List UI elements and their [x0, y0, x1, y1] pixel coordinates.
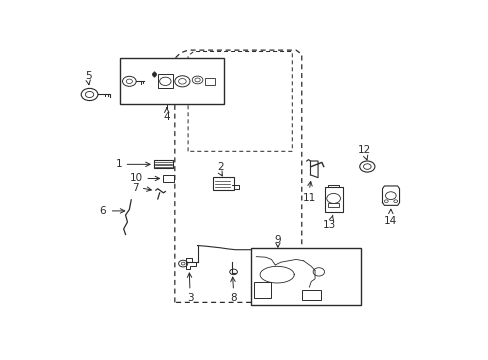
- Text: 13: 13: [322, 220, 335, 230]
- Text: 6: 6: [99, 206, 106, 216]
- Bar: [212, 177, 233, 190]
- Text: 2: 2: [217, 162, 223, 172]
- Bar: [327, 203, 338, 207]
- Text: 1: 1: [115, 159, 122, 169]
- Text: 7: 7: [131, 183, 138, 193]
- Text: 9: 9: [274, 235, 281, 245]
- Text: 4: 4: [163, 112, 170, 122]
- Text: 14: 14: [383, 216, 396, 226]
- Bar: [250, 248, 360, 305]
- Bar: [163, 175, 174, 182]
- Bar: [154, 160, 173, 168]
- Text: 10: 10: [129, 174, 142, 184]
- Text: 12: 12: [357, 145, 370, 156]
- Text: 11: 11: [302, 193, 315, 203]
- Bar: [254, 282, 271, 298]
- Text: 3: 3: [186, 293, 193, 303]
- Bar: [158, 75, 173, 88]
- Bar: [120, 58, 224, 104]
- Text: 5: 5: [85, 71, 92, 81]
- Text: 8: 8: [230, 293, 236, 303]
- Bar: [324, 187, 342, 212]
- Bar: [205, 78, 214, 85]
- Bar: [301, 290, 320, 300]
